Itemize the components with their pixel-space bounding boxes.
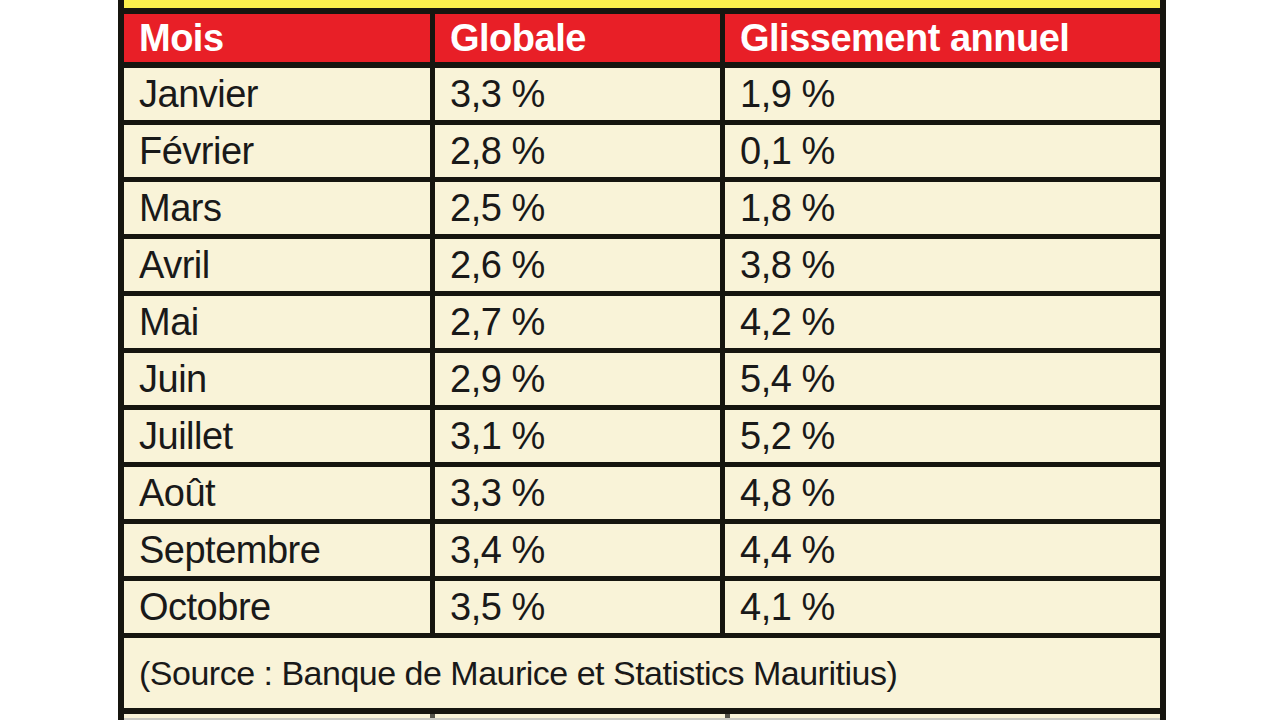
cell-globale: 2,8 % [430, 125, 720, 177]
cell-glissement: 3,8 % [720, 239, 1160, 291]
cell-mois: Août [124, 467, 430, 519]
cell-mois: Juillet [124, 410, 430, 462]
cell-globale: 2,6 % [430, 239, 720, 291]
cell-mois: Mars [124, 182, 430, 234]
table-row-avril: Avril 2,6 % 3,8 % [124, 239, 1160, 291]
header-globale: Globale [430, 14, 720, 62]
cell-glissement: 4,8 % [720, 467, 1160, 519]
cell-globale: 3,3 % [430, 467, 720, 519]
cell-globale: 3,3 % [430, 68, 720, 120]
table-row-juin: Juin 2,9 % 5,4 % [124, 353, 1160, 405]
table-header-row: Mois Globale Glissement annuel [124, 14, 1160, 62]
inflation-table: Mois Globale Glissement annuel Janvier 3… [118, 0, 1166, 720]
cell-mois: Février [124, 125, 430, 177]
cell-mois: Juin [124, 353, 430, 405]
cell-globale: 2,9 % [430, 353, 720, 405]
cell-glissement: 1,9 % [720, 68, 1160, 120]
cell-glissement: 4,4 % [720, 524, 1160, 576]
cell-mois: Octobre [124, 581, 430, 633]
cell-glissement: 5,2 % [720, 410, 1160, 462]
top-yellow-bar [124, 0, 1160, 8]
table-row-mai: Mai 2,7 % 4,2 % [124, 296, 1160, 348]
table-row-fevrier: Février 2,8 % 0,1 % [124, 125, 1160, 177]
cell-mois: Septembre [124, 524, 430, 576]
cell-glissement: 4,1 % [720, 581, 1160, 633]
table-row-aout: Août 3,3 % 4,8 % [124, 467, 1160, 519]
cell-glissement: 0,1 % [720, 125, 1160, 177]
table-row-septembre: Septembre 3,4 % 4,4 % [124, 524, 1160, 576]
header-mois: Mois [124, 14, 430, 62]
cell-mois: Avril [124, 239, 430, 291]
cell-globale: 3,5 % [430, 581, 720, 633]
cell-mois: Janvier [124, 68, 430, 120]
cell-globale: 3,1 % [430, 410, 720, 462]
header-glissement-annuel: Glissement annuel [720, 14, 1160, 62]
table-row-janvier: Janvier 3,3 % 1,9 % [124, 68, 1160, 120]
source-note: (Source : Banque de Maurice et Statistic… [124, 638, 1160, 708]
cropped-next-row-sliver [124, 714, 1160, 720]
cell-glissement: 5,4 % [720, 353, 1160, 405]
cell-mois: Mai [124, 296, 430, 348]
table-row-octobre: Octobre 3,5 % 4,1 % [124, 581, 1160, 633]
table-row-mars: Mars 2,5 % 1,8 % [124, 182, 1160, 234]
cell-globale: 2,5 % [430, 182, 720, 234]
cell-globale: 2,7 % [430, 296, 720, 348]
table-row-juillet: Juillet 3,1 % 5,2 % [124, 410, 1160, 462]
cell-glissement: 4,2 % [720, 296, 1160, 348]
inflation-table-graphic: Mois Globale Glissement annuel Janvier 3… [0, 0, 1280, 720]
cell-globale: 3,4 % [430, 524, 720, 576]
cell-glissement: 1,8 % [720, 182, 1160, 234]
